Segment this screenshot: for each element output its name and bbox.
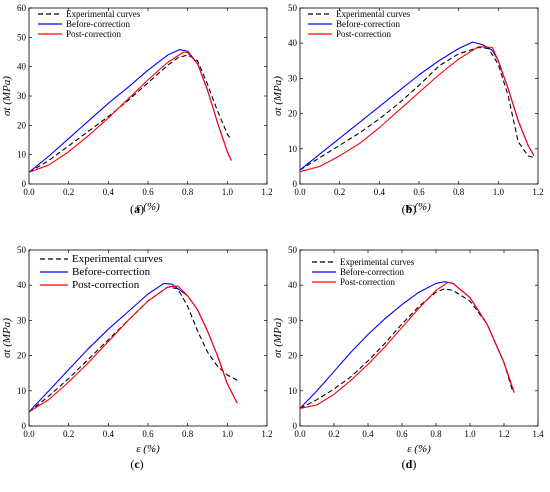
series-line-3 xyxy=(28,285,238,413)
x-tick-label: 0.4 xyxy=(103,187,115,197)
legend-entry: Experimental curves xyxy=(340,257,415,267)
legend: Experimental curvesBefore-correctionPost… xyxy=(38,9,141,39)
x-tick-label: 1.2 xyxy=(498,429,509,439)
x-tick-label: 1.2 xyxy=(261,187,272,197)
y-tick-label: 0 xyxy=(22,179,27,189)
x-axis-label: ε (%) xyxy=(136,443,160,455)
x-tick-label: 1.0 xyxy=(222,187,234,197)
x-tick-label: 0.0 xyxy=(294,187,306,197)
chart-panel-1: 0.0 0.2 0.4 0.6 0.8 1.0 1.2 0 10 20 30 40 50 60 ε (%) σ… xyxy=(1,3,273,216)
x-tick-label: 0.8 xyxy=(453,187,465,197)
panel-caption: (a) xyxy=(130,202,144,216)
panel-caption: (d) xyxy=(402,457,417,471)
y-tick-label: 0 xyxy=(293,421,298,431)
chart-panel-3: 0.0 0.2 0.4 0.6 0.8 1.0 1.2 0 10 20 30 40 50 ε (%) σt … xyxy=(1,245,273,471)
x-axis-label: ε (%) xyxy=(407,201,431,213)
legend: Experimental curvesBefore-correctionPost… xyxy=(312,257,415,287)
x-axis-label: ε (%) xyxy=(407,443,431,455)
y-tick-label: 10 xyxy=(288,386,298,396)
legend-entry: Before-correction xyxy=(340,267,404,277)
y-axis-label: σt (MPa) xyxy=(1,76,13,116)
x-tick-label: 0.4 xyxy=(103,429,115,439)
series-line-3 xyxy=(28,51,232,173)
x-tick-label: 1.2 xyxy=(261,429,272,439)
x-tick-label: 1.4 xyxy=(532,429,544,439)
x-tick-label: 0.4 xyxy=(374,187,386,197)
y-tick-label: 30 xyxy=(17,91,27,101)
y-tick-label: 10 xyxy=(288,144,298,154)
y-tick-label: 30 xyxy=(288,73,298,83)
y-tick-label: 20 xyxy=(17,351,27,361)
x-tick-label: 0.6 xyxy=(396,429,408,439)
legend-entry: Before-correction xyxy=(336,19,400,29)
y-tick-label: 0 xyxy=(22,421,27,431)
plot-frame xyxy=(299,249,539,427)
x-tick-label: 0.2 xyxy=(63,187,74,197)
series-line-1 xyxy=(299,46,535,171)
y-tick-label: 20 xyxy=(17,120,27,130)
legend: Experimental curvesBefore-correctionPost… xyxy=(308,9,411,39)
y-tick-label: 30 xyxy=(288,315,298,325)
y-axis-label: σt (MPa) xyxy=(272,76,284,116)
y-tick-label: 50 xyxy=(288,3,298,13)
x-tick-label: 1.0 xyxy=(464,429,476,439)
legend-entry: Before-correction xyxy=(66,19,130,29)
x-tick-label: 0.6 xyxy=(413,187,425,197)
series-line-1 xyxy=(299,288,514,409)
x-tick-label: 0.2 xyxy=(328,429,339,439)
y-axis-label: σt (MPa) xyxy=(272,318,284,358)
x-tick-label: 0.6 xyxy=(142,429,154,439)
legend-entry: Experimental curves xyxy=(72,253,163,265)
y-tick-label: 20 xyxy=(288,351,298,361)
x-tick-label: 0.8 xyxy=(430,429,442,439)
x-tick-label: 0.8 xyxy=(182,429,194,439)
x-tick-label: 1.2 xyxy=(532,187,543,197)
chart-panel-4: 0.0 0.2 0.4 0.6 0.8 1.0 1.2 1.4 0 10 20 30 40 50 ε (%)… xyxy=(272,245,544,471)
y-tick-label: 10 xyxy=(17,386,27,396)
x-tick-label: 1.0 xyxy=(493,187,505,197)
legend-entry: Post-correction xyxy=(340,277,395,287)
y-tick-label: 50 xyxy=(17,32,27,42)
x-tick-label: 0.4 xyxy=(362,429,374,439)
series-line-2 xyxy=(28,282,238,413)
x-tick-label: 0.2 xyxy=(334,187,345,197)
y-axis-label: σt (MPa) xyxy=(1,318,13,358)
y-tick-label: 0 xyxy=(293,179,298,189)
legend-entry: Post-correction xyxy=(66,29,121,39)
series-line-2 xyxy=(299,281,515,409)
y-tick-label: 40 xyxy=(17,62,27,72)
y-tick-label: 20 xyxy=(288,109,298,119)
legend-entry: Before-correction xyxy=(72,266,151,278)
y-tick-label: 40 xyxy=(17,280,27,290)
x-tick-label: 0.2 xyxy=(63,429,74,439)
legend-entry: Experimental curves xyxy=(336,9,411,19)
series-line-1 xyxy=(28,286,238,413)
x-tick-label: 0.0 xyxy=(294,429,306,439)
y-tick-label: 50 xyxy=(17,245,27,255)
legend-entry: Experimental curves xyxy=(66,9,141,19)
x-tick-label: 0.6 xyxy=(142,187,154,197)
x-tick-label: 0.0 xyxy=(23,429,35,439)
x-axis-label: ε (%) xyxy=(136,201,160,213)
y-tick-label: 30 xyxy=(17,315,27,325)
y-tick-label: 10 xyxy=(17,150,27,160)
series-line-3 xyxy=(299,281,515,409)
panel-caption: (b) xyxy=(402,202,417,216)
legend-entry: Post-correction xyxy=(336,29,391,39)
y-tick-label: 50 xyxy=(288,245,298,255)
plot-frame xyxy=(28,7,268,185)
x-tick-label: 1.0 xyxy=(222,429,234,439)
chart-panel-2: 0.0 0.2 0.4 0.6 0.8 1.0 1.2 0 10 20 30 40 50 ε (%) σt … xyxy=(272,3,544,216)
panel-caption: (c) xyxy=(130,457,143,471)
series-line-3 xyxy=(299,46,535,173)
x-tick-label: 0.0 xyxy=(23,187,35,197)
y-tick-label: 60 xyxy=(17,3,27,13)
legend-entry: Post-correction xyxy=(72,279,140,291)
legend: Experimental curvesBefore-correctionPost… xyxy=(40,253,163,291)
y-tick-label: 40 xyxy=(288,280,298,290)
y-tick-label: 40 xyxy=(288,38,298,48)
x-tick-label: 0.8 xyxy=(182,187,194,197)
